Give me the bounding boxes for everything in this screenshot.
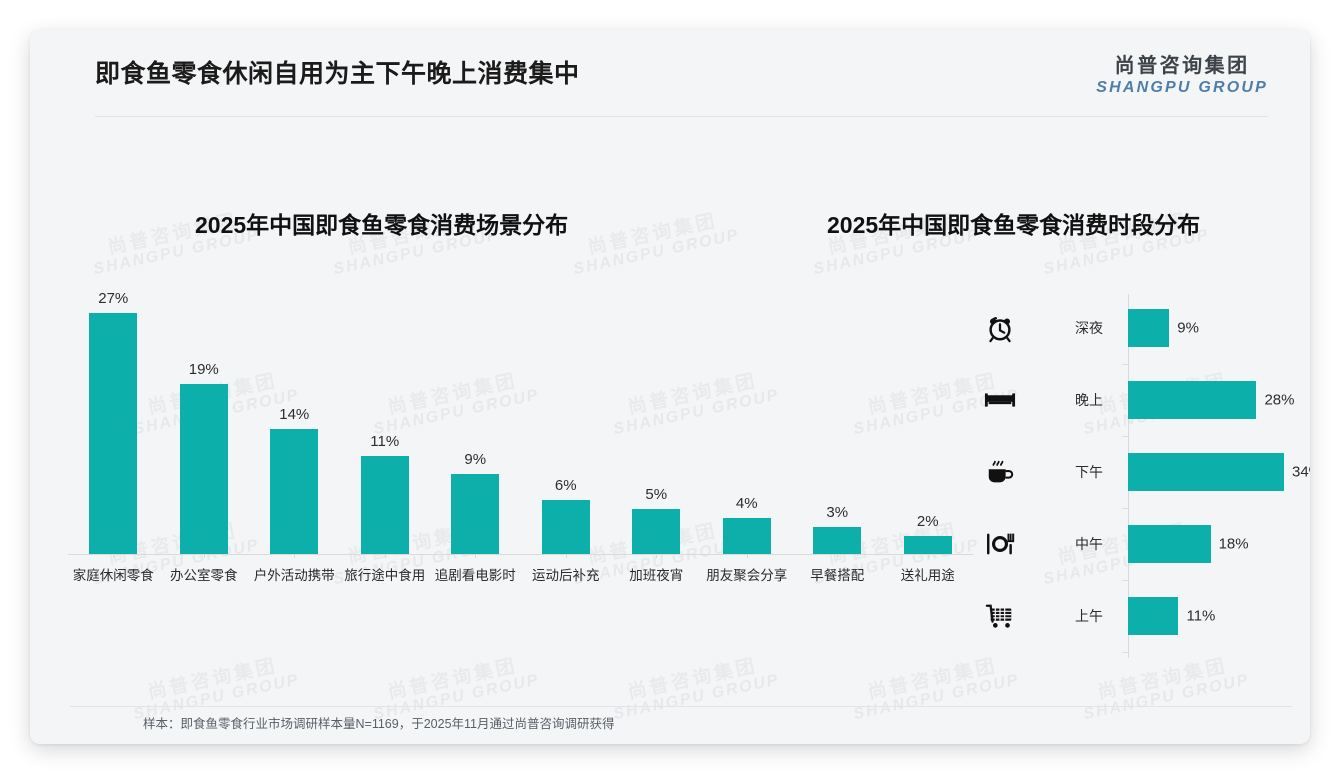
y-axis-category-label: 中午 (1075, 536, 1103, 552)
page-title: 即食鱼零食休闲自用为主下午晚上消费集中 (95, 60, 580, 88)
bar-value-label: 5% (645, 486, 668, 504)
x-axis-tick (384, 554, 386, 558)
bar (270, 428, 319, 554)
x-axis-category-label: 送礼用途 (900, 568, 955, 583)
y-axis-tick (1122, 652, 1128, 653)
bar-column: 6% (521, 286, 612, 554)
x-axis-category-label: 加班夜宵 (629, 568, 684, 583)
y-axis-category-label: 下午 (1075, 464, 1103, 480)
bar-column: 9% (430, 286, 521, 554)
bar-value-label: 18% (1218, 535, 1249, 553)
card-header: 即食鱼零食休闲自用为主下午晚上消费集中 尚普咨询集团 SHANGPU GROUP (30, 30, 1310, 116)
bar-value-label: 27% (98, 289, 129, 307)
x-axis-category-label: 办公室零食 (170, 568, 238, 583)
sample-note: 样本：即食鱼零食行业市场调研样本量N=1169，于2025年11月通过尚普咨询调… (143, 717, 615, 731)
bar-value-label: 19% (188, 361, 219, 379)
bar-value-label: 9% (1177, 319, 1199, 337)
card-footer: ©2026.1 SHANGPU GROUP www.shangpu-china.… (30, 708, 1310, 744)
x-axis-tick (203, 554, 205, 558)
x-axis-category-label: 朋友聚会分享 (706, 568, 788, 583)
bar-column: 19% (159, 286, 250, 554)
alarm-clock-icon (983, 311, 1017, 345)
bar (632, 509, 681, 554)
bar-value-label: 11% (1186, 607, 1216, 625)
bar-column: 4% (702, 286, 793, 554)
bar-row: 上午 11% (975, 580, 1305, 652)
coffee-cup-icon (983, 455, 1017, 489)
shopping-cart-icon (983, 599, 1017, 633)
y-axis-tick (1122, 508, 1128, 509)
infographic-card: 尚普咨询集团 SHANGPU GROUP 尚普咨询集团 SHANGPU GROUP 尚普… (30, 30, 1310, 744)
bar-value-label: 34% (1292, 463, 1310, 481)
x-axis-category-label: 旅行途中食用 (344, 568, 426, 583)
bar-column: 2% (883, 286, 974, 554)
x-axis-category-label: 早餐搭配 (810, 568, 865, 583)
y-axis-category-label: 上午 (1075, 608, 1103, 624)
x-axis-category-label: 户外活动携带 (253, 568, 335, 583)
left-chart-title: 2025年中国即食鱼零食消费场景分布 (195, 212, 569, 238)
right-chart-title: 2025年中国即食鱼零食消费时段分布 (827, 212, 1201, 238)
bar-value-label: 11% (370, 432, 400, 450)
y-axis-tick (1122, 436, 1128, 437)
bar-column: 27% (68, 286, 159, 554)
y-axis-tick (1122, 364, 1128, 365)
bar (722, 518, 771, 554)
bar-column: 3% (792, 286, 883, 554)
logo-chinese-text: 尚普咨询集团 (1114, 55, 1250, 77)
x-axis-tick (837, 554, 839, 558)
bar (360, 455, 409, 554)
bar (1128, 525, 1211, 563)
footer-divider (70, 706, 1292, 707)
y-axis-category-label: 晚上 (1075, 392, 1103, 408)
y-axis-tick (1122, 580, 1128, 581)
bar-column: 11% (340, 286, 431, 554)
bar (813, 527, 862, 554)
bar-value-label: 9% (464, 450, 487, 468)
bar (1128, 453, 1284, 491)
x-axis-tick (113, 554, 115, 558)
bar-value-label: 4% (735, 495, 758, 513)
bar-column: 5% (611, 286, 702, 554)
x-axis-tick (927, 554, 929, 558)
x-axis-tick (656, 554, 658, 558)
x-axis-tick (746, 554, 748, 558)
x-axis-tick (565, 554, 567, 558)
x-axis-tick (475, 554, 477, 558)
bar-value-label: 2% (916, 513, 939, 531)
bar (541, 500, 590, 554)
left-chart-plot-area: 27% 19% 14% 11% 9% 6% 5% 4% 3% 2% (68, 286, 973, 554)
bar-row: 晚上 28% (975, 364, 1305, 436)
x-axis-category-label: 家庭休闲零食 (72, 568, 154, 583)
bar (1128, 309, 1170, 347)
bar (1128, 381, 1257, 419)
bar-row: 中午 18% (975, 508, 1305, 580)
bar-value-label: 6% (554, 477, 577, 495)
left-chart-x-axis (68, 554, 973, 555)
bar-value-label: 14% (279, 405, 310, 423)
header-divider (95, 116, 1268, 117)
consumption-scenario-bar-chart: 27% 19% 14% 11% 9% 6% 5% 4% 3% 2% 家庭休闲零食 办公室零食 户外活动… (68, 286, 973, 586)
bar-value-label: 3% (826, 504, 849, 522)
bar-value-label: 28% (1264, 391, 1295, 409)
bar (903, 536, 952, 554)
brand-logo: 尚普咨询集团 SHANGPU GROUP (1096, 55, 1268, 97)
consumption-time-bar-chart: 深夜 9% 晚上 28% 下午 34% 中午 18% 上午 11% (975, 292, 1310, 660)
bar (451, 473, 500, 554)
bar (89, 312, 138, 554)
logo-english-text: SHANGPU GROUP (1096, 79, 1268, 96)
x-axis-category-label: 运动后补充 (532, 568, 600, 583)
bar-column: 14% (249, 286, 340, 554)
bar-row: 深夜 9% (975, 292, 1305, 364)
bar-row: 下午 34% (975, 436, 1310, 508)
x-axis-category-label: 追剧看电影时 (434, 568, 516, 583)
y-axis-category-label: 深夜 (1075, 320, 1103, 336)
bar (179, 384, 228, 554)
bed-icon (983, 383, 1017, 417)
dinner-plate-icon (983, 527, 1017, 561)
bar (1128, 597, 1179, 635)
x-axis-tick (294, 554, 296, 558)
